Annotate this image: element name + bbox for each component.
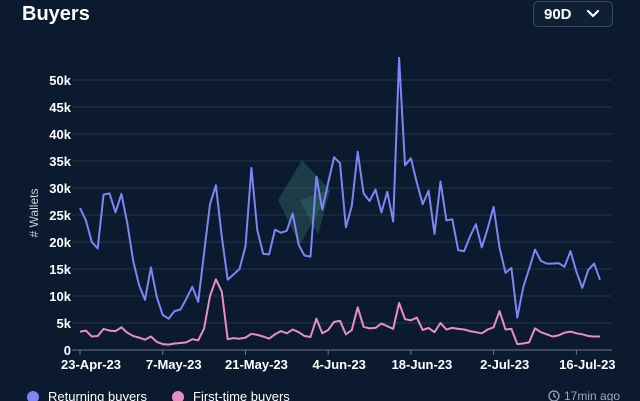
y-tick-label: 50k [49, 73, 71, 88]
last-updated: 17min ago [548, 389, 620, 401]
range-selected-label: 90D [544, 5, 572, 23]
y-tick-label: 5k [57, 316, 72, 331]
series-lines [79, 56, 601, 346]
y-tick-label: 35k [49, 154, 71, 169]
y-tick-label: 30k [49, 181, 71, 196]
range-dropdown[interactable]: 90D [533, 1, 613, 27]
y-tick-label: 45k [49, 100, 71, 115]
series-line-returning[interactable] [79, 56, 601, 320]
legend-item-first-time[interactable]: First-time buyers [172, 389, 290, 401]
series-line-first-time[interactable] [79, 278, 600, 346]
y-axis-label: # Wallets [27, 189, 41, 238]
legend-swatch-returning [27, 390, 39, 401]
y-tick-label: 40k [49, 127, 71, 142]
x-tick-label: 21-May-23 [225, 357, 288, 372]
legend: Returning buyers First-time buyers [0, 388, 640, 401]
legend-swatch-first-time [172, 390, 184, 401]
legend-label-returning: Returning buyers [48, 389, 147, 401]
legend-item-returning[interactable]: Returning buyers [27, 389, 147, 401]
x-tick-label: 16-Jul-23 [559, 357, 615, 372]
clock-icon [548, 390, 560, 401]
chevron-down-icon [586, 9, 600, 19]
grid-lines [72, 79, 612, 324]
y-tick-label: 20k [49, 235, 71, 250]
y-tick-label: 0 [64, 343, 71, 358]
x-tick-label: 23-Apr-23 [61, 357, 121, 372]
y-tick-label: 10k [49, 289, 71, 304]
x-tick-label: 7-May-23 [146, 357, 202, 372]
chart-title: Buyers [22, 3, 90, 25]
legend-label-first-time: First-time buyers [193, 389, 290, 401]
x-tick-label: 18-Jun-23 [392, 357, 453, 372]
y-tick-label: 25k [49, 208, 71, 223]
logo-watermark [278, 160, 330, 245]
x-tick-label: 2-Jul-23 [480, 357, 529, 372]
axes: 0 5k 10k 15k 20k 25k 30k 35k 40k 45k 50k 23-Apr-23 7… [49, 73, 615, 372]
last-updated-text: 17min ago [564, 389, 621, 401]
y-tick-label: 15k [49, 262, 71, 277]
x-tick-label: 4-Jun-23 [312, 357, 365, 372]
